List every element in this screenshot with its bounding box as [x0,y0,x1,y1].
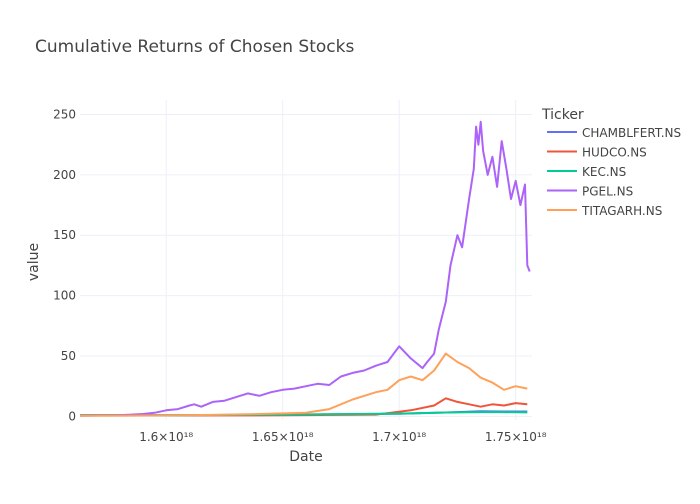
x-tick-label: 1.75×10¹⁸ [485,430,547,444]
legend-title: Ticker [541,107,584,123]
legend[interactable]: Ticker CHAMBLFERT.NS HUDCO.NS KEC.NS PGEL.N… [541,107,681,218]
legend-item[interactable]: KEC.NS [547,165,626,179]
plot-area [80,100,532,420]
legend-item[interactable]: TITAGARH.NS [547,204,662,218]
y-tick-label: 150 [53,228,76,242]
legend-item[interactable]: CHAMBLFERT.NS [547,126,681,140]
chart-title: Cumulative Returns of Chosen Stocks [35,37,354,57]
y-tick-label: 100 [53,289,76,303]
y-tick-label: 0 [68,409,76,423]
series-line-pgel-ns [79,120,531,417]
x-tick-label: 1.6×10¹⁸ [139,430,193,444]
plot-background [80,100,532,420]
legend-label: CHAMBLFERT.NS [582,126,681,140]
y-tick-label: 50 [61,349,76,363]
legend-item[interactable]: PGEL.NS [547,185,633,199]
legend-item[interactable]: HUDCO.NS [547,146,647,160]
legend-label: KEC.NS [582,165,626,179]
legend-label: HUDCO.NS [582,146,647,160]
grid [80,100,532,420]
x-axis-label: Date [289,449,322,465]
y-axis-label: value [26,243,42,281]
legend-label: PGEL.NS [582,185,633,199]
x-tick-label: 1.65×10¹⁸ [252,430,314,444]
axes: 0 50 100 150 200 250 1.6×10¹⁸ 1.65×10¹⁸ 1.7×10¹⁸… [53,107,547,444]
series-lines [79,120,531,417]
legend-label: TITAGARH.NS [581,204,662,218]
y-tick-label: 250 [53,107,76,121]
series-line-titagarh-ns [79,352,528,417]
y-tick-label: 200 [53,168,76,182]
x-tick-label: 1.7×10¹⁸ [372,430,426,444]
